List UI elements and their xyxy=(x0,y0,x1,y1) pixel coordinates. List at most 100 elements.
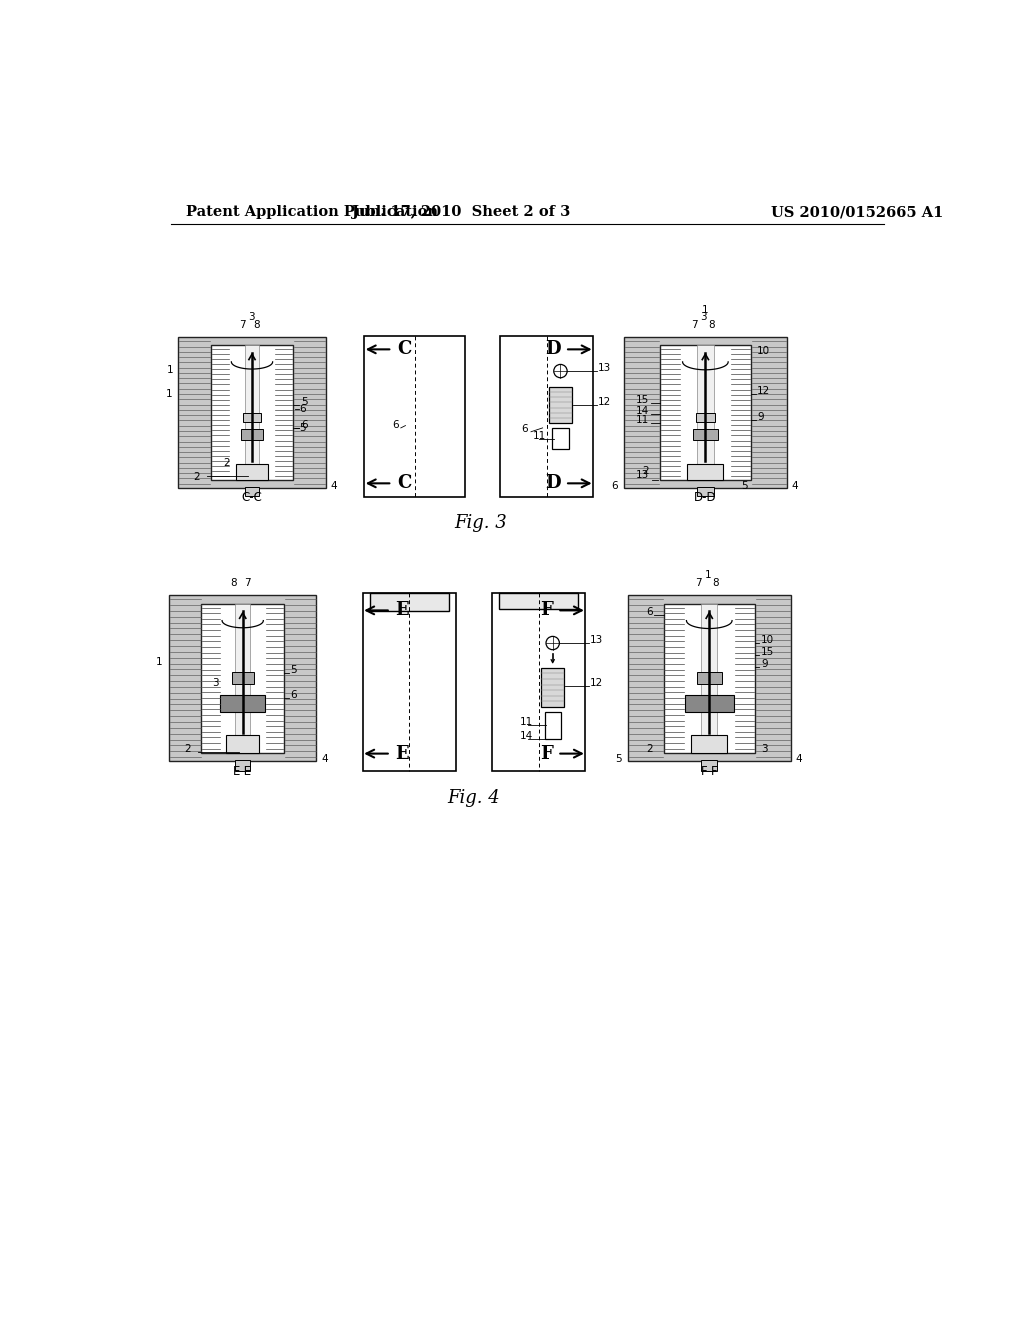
Circle shape xyxy=(554,364,567,378)
Text: Fig. 4: Fig. 4 xyxy=(447,789,501,807)
Text: 13: 13 xyxy=(590,635,603,645)
Text: 6: 6 xyxy=(290,690,297,700)
Bar xyxy=(231,672,254,684)
Text: Patent Application Publication: Patent Application Publication xyxy=(186,206,438,219)
Text: 12: 12 xyxy=(757,387,770,396)
Bar xyxy=(697,487,714,496)
Bar xyxy=(236,760,250,771)
Text: 2: 2 xyxy=(642,466,649,475)
Text: 1: 1 xyxy=(157,657,163,667)
Text: 5: 5 xyxy=(301,397,307,407)
Text: 2: 2 xyxy=(646,743,653,754)
Text: 8: 8 xyxy=(253,321,260,330)
Text: 14: 14 xyxy=(636,407,649,416)
Bar xyxy=(500,335,593,498)
Text: 5: 5 xyxy=(741,480,748,491)
Text: F: F xyxy=(540,744,553,763)
Bar xyxy=(549,387,572,422)
Bar xyxy=(624,338,786,487)
Text: 1: 1 xyxy=(167,366,174,375)
Text: 3: 3 xyxy=(248,313,255,322)
Bar xyxy=(691,735,727,752)
Text: 1: 1 xyxy=(166,389,172,400)
Text: 2: 2 xyxy=(223,458,229,469)
Text: 13: 13 xyxy=(598,363,611,374)
Bar xyxy=(701,760,718,771)
Text: 12: 12 xyxy=(598,397,611,407)
Text: 8: 8 xyxy=(712,578,719,589)
Text: 13: 13 xyxy=(636,470,649,480)
Bar xyxy=(245,487,259,496)
Bar xyxy=(362,594,456,771)
Bar xyxy=(211,345,293,480)
Text: 9: 9 xyxy=(757,412,764,422)
Text: 12: 12 xyxy=(590,677,603,688)
Text: 3: 3 xyxy=(212,678,219,689)
Text: 6: 6 xyxy=(301,420,307,429)
Text: C: C xyxy=(397,474,412,492)
Bar xyxy=(220,694,265,713)
Text: 15: 15 xyxy=(761,647,774,657)
Bar xyxy=(628,595,791,760)
Text: 4: 4 xyxy=(321,755,328,764)
Text: Fig. 3: Fig. 3 xyxy=(455,513,507,532)
Text: 10: 10 xyxy=(757,346,770,356)
Bar xyxy=(236,603,250,752)
Bar xyxy=(541,668,564,706)
Text: F: F xyxy=(540,602,553,619)
Bar xyxy=(243,413,261,422)
Text: 8: 8 xyxy=(230,578,237,589)
Text: 11: 11 xyxy=(520,717,534,726)
Bar xyxy=(370,594,449,611)
Bar xyxy=(687,463,723,480)
Text: 7: 7 xyxy=(691,321,697,330)
Bar xyxy=(178,338,326,487)
Text: 4: 4 xyxy=(796,755,802,764)
Text: 1: 1 xyxy=(702,305,709,314)
Bar xyxy=(245,345,259,480)
Bar xyxy=(545,711,561,739)
Text: 7: 7 xyxy=(244,578,251,589)
Text: 11: 11 xyxy=(636,414,649,425)
Text: C: C xyxy=(397,341,412,358)
Text: F-F: F-F xyxy=(700,764,718,777)
Text: E: E xyxy=(395,602,409,619)
Bar xyxy=(169,595,316,760)
Text: 4: 4 xyxy=(331,480,337,491)
Text: 7: 7 xyxy=(240,321,246,330)
Bar xyxy=(226,735,259,752)
Text: 6: 6 xyxy=(611,480,617,491)
Text: 5: 5 xyxy=(290,665,297,676)
Bar xyxy=(701,603,718,752)
Text: 5: 5 xyxy=(299,422,306,433)
Text: Jun. 17, 2010  Sheet 2 of 3: Jun. 17, 2010 Sheet 2 of 3 xyxy=(352,206,570,219)
Text: 10: 10 xyxy=(761,635,774,645)
Text: D: D xyxy=(545,341,560,358)
Text: 1: 1 xyxy=(705,570,711,581)
Bar xyxy=(685,694,734,713)
Bar xyxy=(659,345,751,480)
Text: C-C: C-C xyxy=(242,491,262,504)
Text: 7: 7 xyxy=(695,578,701,589)
Text: 6: 6 xyxy=(646,607,653,616)
Text: 6: 6 xyxy=(299,404,306,414)
Text: 4: 4 xyxy=(792,480,798,491)
Text: E: E xyxy=(395,744,409,763)
Text: 3: 3 xyxy=(700,313,708,322)
Text: E-E: E-E xyxy=(233,764,252,777)
Bar xyxy=(552,428,568,449)
Text: 9: 9 xyxy=(761,659,768,668)
Text: 14: 14 xyxy=(520,731,534,741)
Bar xyxy=(202,603,284,752)
Circle shape xyxy=(546,636,559,649)
Bar xyxy=(664,603,755,752)
Text: 2: 2 xyxy=(184,743,190,754)
Bar xyxy=(370,594,449,611)
Bar xyxy=(695,413,715,422)
Text: 2: 2 xyxy=(194,471,200,482)
Text: 15: 15 xyxy=(636,396,649,405)
Text: 11: 11 xyxy=(532,432,546,441)
Bar xyxy=(697,672,722,684)
Bar xyxy=(241,429,263,440)
Text: D-D: D-D xyxy=(694,491,717,504)
